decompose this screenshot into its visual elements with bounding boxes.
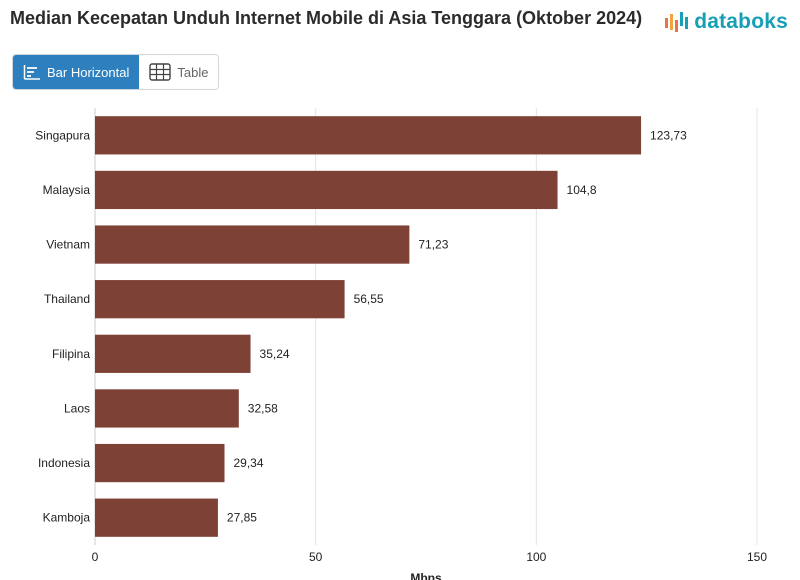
bar-indonesia[interactable]: [95, 443, 225, 483]
bar-chart-icon: [23, 65, 40, 80]
bars: [95, 116, 642, 537]
category-label: Kamboja: [43, 511, 91, 525]
x-tick-label: 50: [309, 550, 323, 564]
value-label: 35,24: [260, 347, 290, 361]
value-label: 123,73: [650, 128, 687, 142]
bar-singapura[interactable]: [95, 116, 642, 155]
bar-kamboja[interactable]: [95, 498, 218, 537]
table-icon: [149, 63, 172, 81]
category-label: Vietnam: [46, 238, 90, 252]
bar-malaysia[interactable]: [95, 170, 558, 210]
value-label: 27,85: [227, 511, 257, 525]
x-tick-label: 150: [747, 550, 767, 564]
category-label: Indonesia: [38, 456, 90, 470]
category-label: Laos: [64, 401, 90, 415]
value-label: 71,23: [418, 238, 448, 252]
value-label: 29,34: [233, 456, 263, 470]
bar-laos[interactable]: [95, 389, 239, 428]
databoks-logo-icon: [665, 12, 689, 32]
table-button[interactable]: Table: [139, 55, 219, 89]
x-axis-title: Mbps: [410, 571, 442, 580]
category-label: Filipina: [52, 347, 90, 361]
brand-logo: databoks: [664, 10, 788, 34]
value-label: 32,58: [248, 401, 278, 415]
x-tick-label: 100: [526, 550, 546, 564]
bar-horizontal-label: Bar Horizontal: [47, 64, 130, 80]
brand-name: databoks: [694, 10, 788, 33]
category-label: Thailand: [44, 292, 90, 306]
bar-vietnam[interactable]: [95, 225, 410, 264]
view-toggle: Bar Horizontal Table: [12, 54, 220, 90]
value-label: 56,55: [354, 292, 384, 306]
value-label: 104,8: [567, 183, 597, 197]
category-label: Malaysia: [43, 183, 91, 197]
bar-thailand[interactable]: [95, 280, 345, 319]
x-tick-label: 0: [92, 550, 99, 564]
table-label: Table: [177, 64, 209, 80]
bar-filipina[interactable]: [95, 334, 251, 373]
chart-title: Median Kecepatan Unduh Internet Mobile d…: [10, 8, 643, 28]
bar-horizontal-button[interactable]: Bar Horizontal: [13, 55, 140, 89]
category-label: Singapura: [35, 128, 90, 142]
labels: 0 50 100 150 Singapura 123,73 Malaysia 104,8 Vie…: [35, 128, 767, 564]
